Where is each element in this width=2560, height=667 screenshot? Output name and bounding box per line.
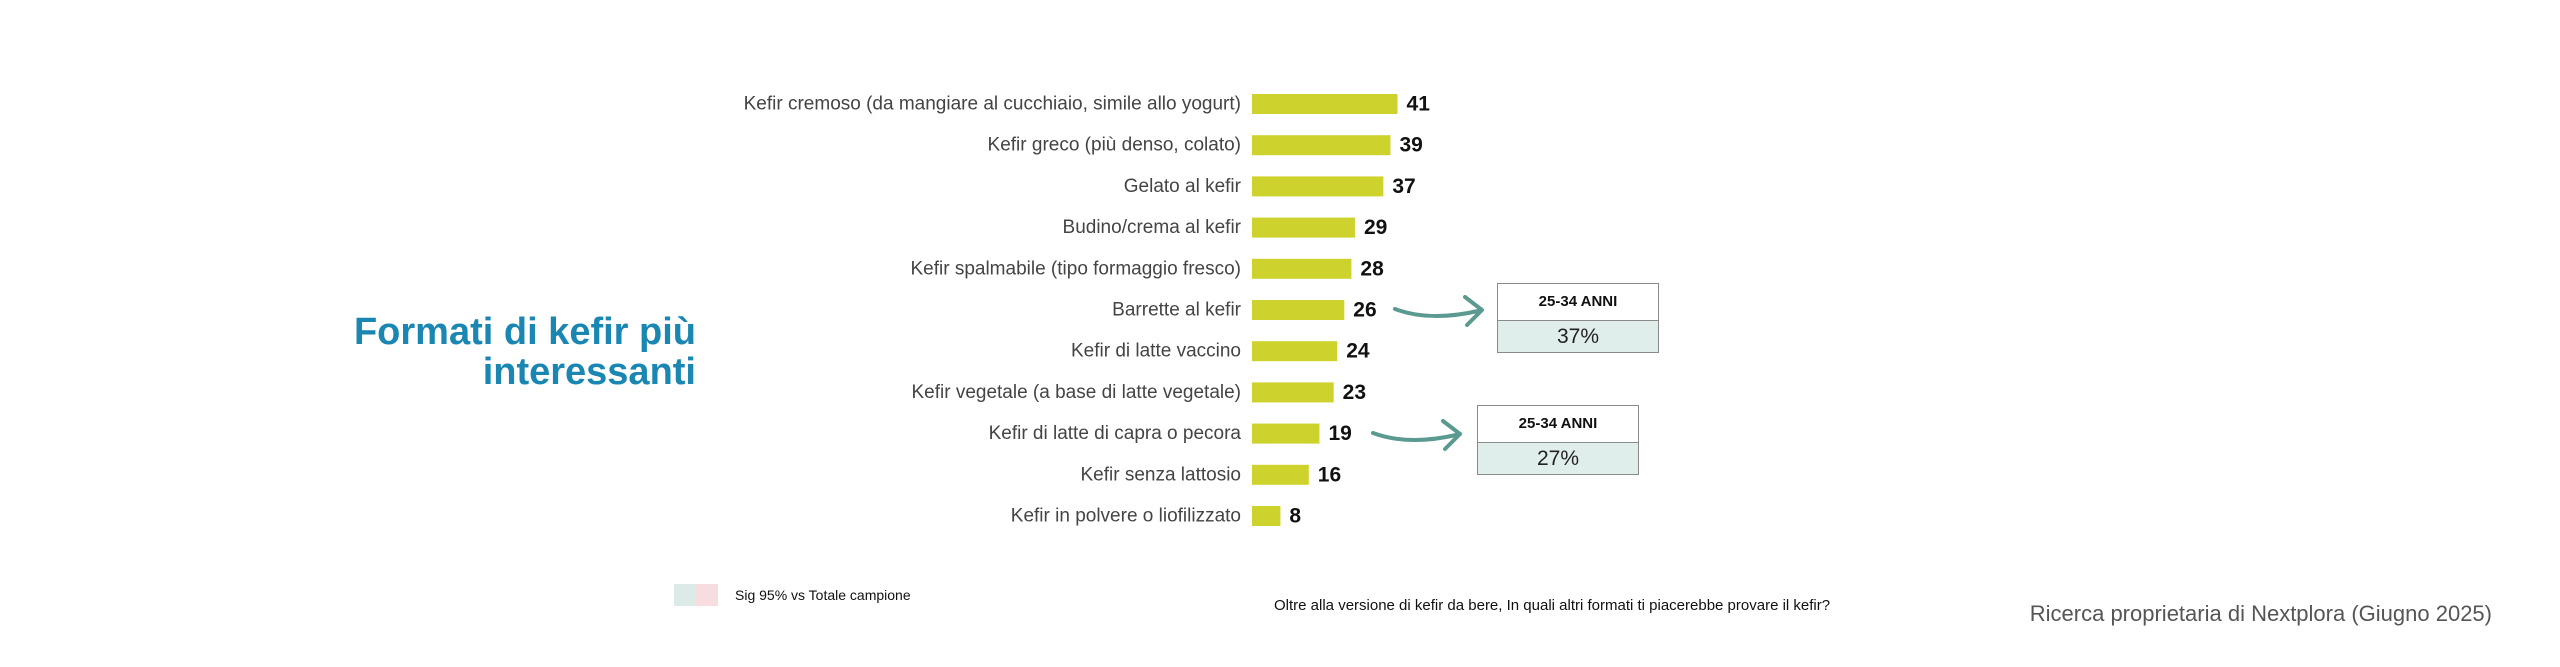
chart-title-line-2: interessanti [482, 351, 696, 393]
bar-value-label: 16 [1318, 463, 1341, 486]
category-label: Kefir cremoso (da mangiare al cucchiaio,… [744, 94, 1241, 115]
category-label: Kefir spalmabile (tipo formaggio fresco) [910, 258, 1241, 279]
bar-value-label: 19 [1328, 422, 1351, 445]
category-label: Barrette al kefir [1112, 300, 1241, 321]
bar [1252, 300, 1345, 320]
bar [1252, 423, 1320, 444]
bar [1252, 176, 1384, 197]
callout-value: 27% [1478, 443, 1638, 474]
bar-value-label: 8 [1289, 505, 1301, 528]
callout-value: 37% [1498, 321, 1658, 352]
bar [1252, 217, 1355, 238]
category-label: Kefir in polvere o liofilizzato [1011, 506, 1241, 527]
bar [1252, 506, 1281, 526]
callout-group-label: 25-34 ANNI [1498, 284, 1658, 321]
bar [1252, 341, 1338, 362]
bar-value-label: 23 [1343, 381, 1366, 404]
legend-swatch-green [674, 584, 696, 606]
category-label: Budino/crema al kefir [1063, 217, 1242, 238]
bars-group: Kefir cremoso (da mangiare al cucchiaio,… [744, 93, 1431, 528]
callout-group-label: 25-34 ANNI [1478, 406, 1638, 443]
callout-arrows-group [1371, 295, 1484, 451]
source-note: Ricerca proprietaria di Nextplora (Giugn… [2029, 601, 2492, 626]
bar [1252, 382, 1334, 403]
callout-arrow [1393, 307, 1480, 318]
category-label: Kefir di latte vaccino [1071, 341, 1241, 362]
bar-value-label: 26 [1353, 299, 1376, 322]
chart-title-line-1: Formati di kefir più [353, 311, 696, 353]
bar [1252, 135, 1391, 156]
bar-value-label: 41 [1407, 93, 1431, 116]
bar-value-label: 24 [1346, 340, 1370, 363]
significance-legend: Sig 95% vs Totale campione [674, 583, 911, 607]
bar-value-label: 28 [1360, 257, 1384, 280]
category-label: Kefir di latte di capra o pecora [989, 423, 1242, 444]
chart-title: Formati di kefir più interessanti [354, 312, 696, 392]
callout-arrow-head [1463, 295, 1484, 327]
callout-arrow-head [1441, 419, 1462, 451]
category-label: Kefir senza lattosio [1080, 464, 1241, 485]
callout-arrow [1371, 431, 1458, 442]
bar [1252, 258, 1352, 279]
callout-box-barrette: 25-34 ANNI 37% [1497, 283, 1659, 353]
category-label: Gelato al kefir [1124, 176, 1242, 197]
survey-question: Oltre alla versione di kefir da bere, In… [1274, 597, 1831, 614]
category-label: Kefir vegetale (a base di latte vegetale… [911, 382, 1241, 403]
callout-box-capra-pecora: 25-34 ANNI 27% [1477, 405, 1639, 475]
bar [1252, 464, 1309, 485]
legend-label: Sig 95% vs Totale campione [735, 587, 911, 603]
bar-value-label: 37 [1392, 175, 1415, 198]
bar-value-label: 39 [1399, 134, 1422, 157]
category-label: Kefir greco (più denso, colato) [988, 135, 1241, 156]
bar-value-label: 29 [1364, 216, 1387, 239]
legend-swatch-pink [696, 584, 718, 606]
bar [1252, 94, 1398, 114]
